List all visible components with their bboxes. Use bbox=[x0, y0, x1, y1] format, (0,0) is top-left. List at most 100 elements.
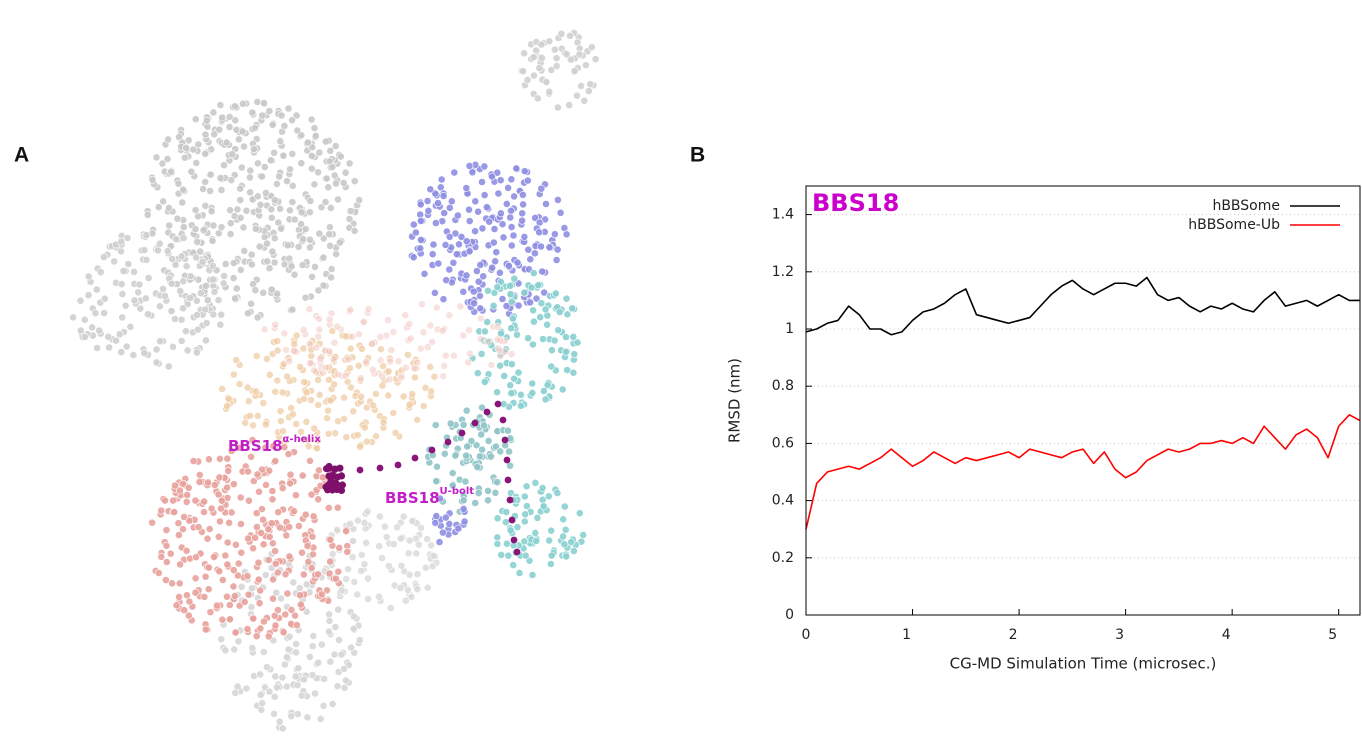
bead bbox=[316, 715, 325, 723]
bead bbox=[305, 243, 314, 252]
bead bbox=[92, 285, 101, 294]
bead bbox=[465, 205, 473, 214]
bead bbox=[498, 220, 507, 229]
bead bbox=[205, 525, 214, 533]
bead bbox=[462, 184, 471, 192]
y-axis-title: RMSD (nm) bbox=[726, 358, 744, 443]
bead bbox=[193, 325, 202, 334]
bead bbox=[225, 518, 233, 527]
bead bbox=[232, 284, 241, 293]
bead bbox=[545, 37, 554, 46]
bead bbox=[210, 130, 219, 139]
bead bbox=[141, 294, 150, 303]
bead bbox=[510, 274, 519, 283]
bead bbox=[530, 71, 538, 80]
bead bbox=[231, 102, 239, 111]
bead bbox=[362, 437, 371, 446]
bead bbox=[290, 215, 299, 224]
bead bbox=[148, 518, 156, 527]
bead bbox=[249, 614, 258, 623]
bead bbox=[350, 226, 359, 235]
bead bbox=[277, 594, 285, 603]
bead bbox=[223, 538, 232, 547]
bead bbox=[506, 290, 515, 298]
bead bbox=[284, 104, 293, 113]
bead bbox=[162, 526, 171, 534]
bead bbox=[179, 525, 187, 534]
helix-bead bbox=[325, 464, 333, 472]
bead bbox=[474, 489, 483, 497]
bead bbox=[144, 274, 153, 282]
bead bbox=[506, 461, 514, 470]
bead bbox=[201, 625, 210, 634]
bead bbox=[445, 265, 454, 274]
bead bbox=[306, 456, 314, 465]
series-line bbox=[805, 276, 1360, 336]
bead bbox=[507, 175, 516, 184]
bead bbox=[157, 506, 166, 515]
bead bbox=[445, 311, 454, 320]
bead bbox=[579, 531, 588, 539]
bead bbox=[200, 593, 209, 601]
bead bbox=[180, 606, 189, 615]
bead bbox=[180, 153, 189, 162]
bead bbox=[484, 486, 492, 495]
bead bbox=[461, 477, 470, 486]
bead bbox=[317, 640, 326, 649]
bead bbox=[459, 287, 468, 296]
bead bbox=[492, 248, 501, 257]
bead bbox=[252, 523, 261, 531]
label-sup: α-helix bbox=[283, 434, 322, 445]
bead bbox=[287, 262, 296, 271]
bead bbox=[273, 337, 282, 345]
bead bbox=[507, 389, 516, 398]
bead bbox=[353, 516, 362, 525]
bead bbox=[491, 488, 500, 497]
helix-bead bbox=[325, 481, 333, 489]
bead bbox=[253, 470, 262, 479]
bead bbox=[447, 197, 456, 206]
bead bbox=[225, 615, 234, 624]
bead bbox=[96, 268, 105, 277]
bead bbox=[215, 567, 224, 576]
bead bbox=[167, 307, 176, 315]
bead bbox=[196, 289, 205, 298]
bead bbox=[568, 304, 576, 313]
bead bbox=[562, 230, 571, 239]
bead bbox=[297, 220, 305, 228]
bead bbox=[310, 124, 319, 133]
bead bbox=[382, 533, 391, 541]
bead bbox=[517, 401, 525, 410]
bead bbox=[161, 291, 169, 300]
bead bbox=[252, 352, 261, 360]
bead bbox=[288, 181, 297, 190]
bead bbox=[325, 347, 334, 355]
bead bbox=[404, 549, 413, 558]
bead bbox=[171, 315, 179, 323]
bead bbox=[438, 327, 447, 335]
bead bbox=[159, 197, 168, 206]
bead bbox=[174, 531, 183, 539]
bead bbox=[265, 107, 274, 115]
bead bbox=[126, 322, 135, 331]
bead bbox=[495, 268, 504, 277]
bead bbox=[237, 520, 245, 528]
bead bbox=[506, 213, 515, 222]
bead bbox=[176, 560, 184, 569]
bead bbox=[235, 443, 243, 452]
bead bbox=[542, 78, 551, 86]
bead bbox=[202, 319, 211, 327]
bead bbox=[411, 228, 420, 237]
bead bbox=[405, 570, 414, 579]
bead bbox=[582, 61, 590, 70]
bead bbox=[299, 344, 308, 353]
bead bbox=[243, 383, 252, 392]
bead bbox=[460, 517, 469, 526]
bead bbox=[334, 370, 343, 379]
bead bbox=[502, 199, 511, 208]
bead bbox=[430, 288, 439, 297]
bead bbox=[224, 395, 233, 403]
bead bbox=[537, 242, 545, 251]
bead bbox=[267, 213, 276, 222]
bead bbox=[326, 396, 335, 405]
